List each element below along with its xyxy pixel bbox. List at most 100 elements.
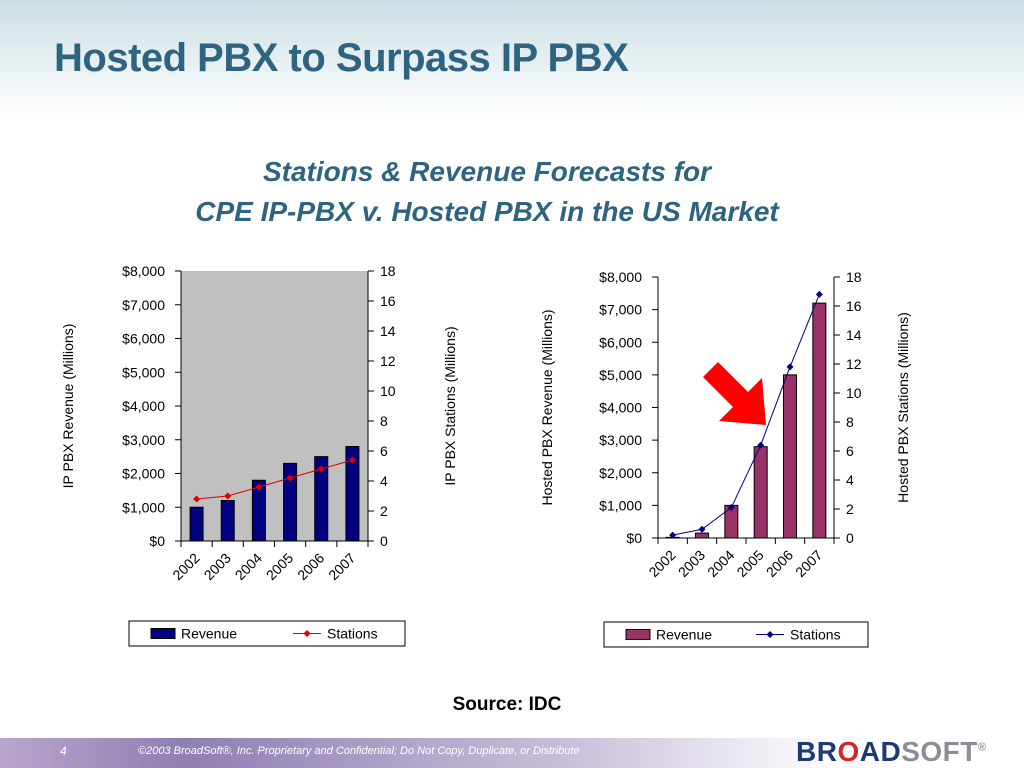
chart2-revenue-bar (812, 302, 827, 539)
chart1-legend-revenue-label: Revenue (181, 626, 237, 642)
chart2-x-tick-label: 2002 (645, 547, 678, 580)
chart2-legend-revenue-swatch (625, 629, 651, 640)
chart2-y-tick-label: $4,000 (599, 400, 642, 416)
page-number: 4 (60, 744, 67, 758)
chart1-y-tick-label: $8,000 (122, 263, 165, 279)
chart1-stations-point (193, 495, 201, 503)
chart1-stations-point (286, 474, 294, 482)
chart2-stations-point (815, 290, 823, 298)
chart2-x-tick-label: 2003 (675, 547, 708, 580)
chart1-stations-point (348, 456, 356, 464)
chart2-y2-tick-label: 0 (846, 530, 854, 546)
chart2-y-tick-label: $8,000 (599, 269, 642, 285)
chart1-y-tick-label: $6,000 (122, 331, 165, 347)
chart2-y2-tick-label: 10 (846, 385, 862, 401)
chart1-y2-tick-label: 14 (380, 323, 396, 339)
chart2-stations-point (698, 525, 706, 533)
chart2-x-tick-label: 2004 (704, 547, 737, 580)
chart1-y2-tick-label: 12 (380, 353, 396, 369)
chart2-y2-tick-label: 14 (846, 327, 862, 343)
chart1-y-tick-label: $5,000 (122, 364, 165, 380)
chart2-legend-stations-label: Stations (790, 627, 841, 643)
logo-mark: ® (977, 741, 987, 754)
chart2-y2-axis-title: Hosted PBX Stations (Millions) (895, 312, 911, 503)
chart1-y-tick-label: $2,000 (122, 466, 165, 482)
chart2-y-tick-label: $5,000 (599, 367, 642, 383)
chart1-x-tick-label: 2002 (169, 550, 202, 583)
chart2-y-tick-label: $2,000 (599, 465, 642, 481)
chart1-y-tick-label: $7,000 (122, 297, 165, 313)
chart1-revenue-bar (345, 446, 360, 542)
chart2-stations-line (672, 294, 820, 536)
chart1-legend-stations-label: Stations (327, 626, 378, 642)
chart1-x-tick-label: 2005 (263, 550, 296, 583)
chart1-revenue-bar (283, 462, 298, 542)
subtitle-line-1: Stations & Revenue Forecasts for (262, 156, 712, 187)
logo-text-3: AD (859, 736, 902, 767)
title-banner (0, 0, 1024, 120)
chart1-y2-tick-label: 8 (380, 413, 388, 429)
chart1-revenue-bar (189, 506, 204, 542)
chart2-revenue-bar (695, 532, 709, 539)
chart1-y-axis-title: IP PBX Revenue (Millions) (60, 324, 76, 489)
chart1-revenue-bar (314, 456, 329, 542)
chart1-y2-tick-label: 16 (380, 293, 396, 309)
chart1-x-tick-label: 2004 (232, 550, 265, 583)
chart1-x-tick-label: 2006 (294, 550, 327, 583)
chart2-legend-stations-marker (766, 631, 774, 638)
chart1-y2-tick-label: 10 (380, 383, 396, 399)
chart2-y2-tick-label: 16 (846, 298, 862, 314)
chart2-y-tick-label: $6,000 (599, 334, 642, 350)
chart1-y2-tick-label: 0 (380, 533, 388, 549)
chart2-y-tick-label: $7,000 (599, 302, 642, 318)
logo-text-1: BR (796, 736, 838, 767)
chart2-y2-tick-label: 12 (846, 356, 862, 372)
chart2-x-tick-label: 2006 (763, 547, 796, 580)
chart1-y2-tick-label: 2 (380, 503, 388, 519)
subtitle-line-2: CPE IP-PBX v. Hosted PBX in the US Marke… (195, 196, 779, 227)
chart2-y2-tick-label: 18 (846, 269, 862, 285)
chart2-legend-revenue-label: Revenue (656, 627, 712, 643)
chart2-y-axis-title: Hosted PBX Revenue (Millions) (539, 309, 555, 505)
chart1-revenue-bar (220, 500, 235, 542)
chart1-y-tick-label: $4,000 (122, 398, 165, 414)
chart1-y2-tick-label: 6 (380, 443, 388, 459)
logo-text-4: SOFT (901, 736, 978, 767)
chart1-y-tick-label: $1,000 (122, 499, 165, 515)
chart1-x-tick-label: 2007 (325, 550, 358, 583)
chart2-y-tick-label: $3,000 (599, 432, 642, 448)
slide-title: Hosted PBX to Surpass IP PBX (54, 36, 629, 80)
source-note: Source: IDC (452, 694, 562, 715)
chart2-x-tick-label: 2005 (733, 547, 766, 580)
chart1-y2-tick-label: 4 (380, 473, 388, 489)
chart2-y-tick-label: $0 (626, 530, 642, 546)
chart2-stations-point (727, 504, 735, 512)
chart2-revenue-bar (753, 446, 768, 539)
footer-bar: 4 ©2003 BroadSoft®, Inc. Proprietary and… (0, 738, 1024, 768)
broadsoft-logo: BROADSOFT® (796, 736, 986, 768)
chart1-x-tick-label: 2003 (201, 550, 234, 583)
chart2-revenue-bar (783, 374, 797, 539)
chart2-stations-point (757, 441, 765, 449)
logo-text-2: O (837, 736, 860, 767)
chart2-stations-point (669, 531, 677, 539)
chart2-y-tick-label: $1,000 (599, 497, 642, 513)
chart1-y2-tick-label: 18 (380, 263, 396, 279)
chart2-y2-tick-label: 2 (846, 501, 854, 517)
chart2-stations-point (786, 363, 794, 371)
highlight-arrow-icon (703, 362, 766, 425)
chart2-x-tick-label: 2007 (792, 547, 825, 580)
chart1-y-tick-label: $0 (149, 533, 165, 549)
chart2-y2-tick-label: 4 (846, 472, 854, 488)
chart1-legend-stations-marker (303, 630, 311, 637)
chart1-stations-point (224, 492, 232, 500)
chart1-stations-point (317, 465, 325, 473)
copyright-notice: ©2003 BroadSoft®, Inc. Proprietary and C… (138, 745, 580, 757)
chart1-revenue-bar (251, 479, 266, 542)
chart1-legend-revenue-swatch (150, 628, 176, 639)
chart2-y2-tick-label: 8 (846, 414, 854, 430)
chart1-y2-axis-title: IP PBX Stations (Millions) (442, 326, 458, 485)
chart1-stations-line (196, 459, 353, 500)
chart1-y-tick-label: $3,000 (122, 432, 165, 448)
